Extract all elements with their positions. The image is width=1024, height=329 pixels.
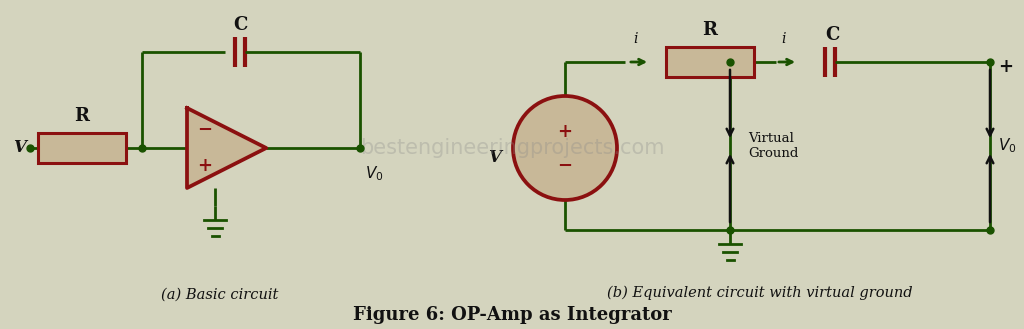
Bar <box>666 47 754 77</box>
Circle shape <box>513 96 617 200</box>
Text: +: + <box>557 123 572 141</box>
Text: C: C <box>232 16 247 34</box>
Text: Figure 6: OP-Amp as Integrator: Figure 6: OP-Amp as Integrator <box>352 306 672 324</box>
Text: i: i <box>781 32 786 46</box>
Text: $V_0$: $V_0$ <box>365 164 384 183</box>
Text: +: + <box>198 157 213 175</box>
Text: (b) Equivalent circuit with virtual ground: (b) Equivalent circuit with virtual grou… <box>607 286 912 300</box>
Text: $V_0$: $V_0$ <box>998 137 1017 155</box>
Text: R: R <box>702 21 718 39</box>
Text: C: C <box>824 26 840 44</box>
Text: bestengineeringprojects.com: bestengineeringprojects.com <box>359 138 665 158</box>
Text: V: V <box>488 149 502 166</box>
Polygon shape <box>187 108 266 188</box>
Text: −: − <box>198 121 213 139</box>
Text: R: R <box>75 107 89 125</box>
Text: +: + <box>998 58 1013 76</box>
Text: (a) Basic circuit: (a) Basic circuit <box>162 288 279 302</box>
Bar <box>38 133 126 163</box>
Text: i: i <box>634 32 638 46</box>
Text: −: − <box>557 157 572 175</box>
Text: Virtual
Ground: Virtual Ground <box>748 132 799 160</box>
Text: V: V <box>13 139 26 157</box>
